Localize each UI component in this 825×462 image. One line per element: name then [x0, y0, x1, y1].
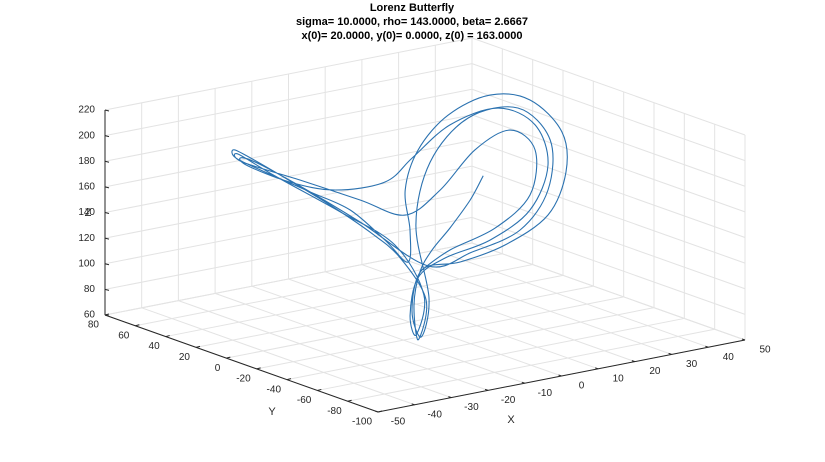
- z-tick-label: 80: [84, 284, 96, 295]
- tick-mark: [104, 212, 110, 214]
- y-tick-label: -80: [327, 406, 342, 417]
- y-axis-label: Y: [268, 406, 276, 418]
- grid-line: [104, 165, 473, 239]
- tick-mark: [104, 237, 110, 240]
- grid-line: [104, 88, 473, 162]
- grid-line: [104, 114, 473, 188]
- z-tick-label: 180: [78, 156, 95, 167]
- axes: [104, 109, 746, 413]
- chart-subtitle: sigma= 10.0000, rho= 143.0000, beta= 2.6…: [296, 16, 528, 28]
- axis-line: [104, 314, 379, 413]
- z-tick-label: 200: [78, 130, 95, 141]
- grid-line: [256, 296, 624, 370]
- grid-line: [325, 271, 599, 370]
- x-tick-label: 40: [723, 352, 735, 363]
- axis-line: [377, 339, 746, 413]
- tick-mark: [104, 263, 110, 266]
- y-tick-label: 40: [149, 341, 161, 352]
- grid-line: [214, 292, 489, 391]
- y-tick-label: -60: [297, 395, 312, 406]
- grid-line: [471, 165, 746, 264]
- grid-line: [104, 63, 473, 137]
- x-tick-label: -50: [391, 417, 406, 428]
- grid-line: [317, 317, 685, 391]
- x-tick-label: 50: [759, 345, 771, 356]
- tick-mark: [104, 288, 110, 291]
- tick-mark: [104, 160, 110, 163]
- y-tick-label: -20: [236, 374, 251, 385]
- grid-line: [195, 274, 564, 348]
- x-tick-label: 0: [579, 381, 585, 392]
- y-tick-label: 80: [88, 320, 100, 331]
- grid-line: [471, 191, 746, 290]
- trajectory-line: [231, 93, 568, 341]
- z-tick-label: 60: [84, 310, 96, 321]
- x-tick-label: 20: [649, 366, 661, 377]
- z-axis-label: Z: [85, 207, 92, 219]
- y-tick-label: 20: [179, 352, 191, 363]
- z-tick-label: 140: [78, 207, 95, 218]
- grid-line: [251, 285, 525, 384]
- grid-line: [471, 140, 746, 238]
- grid-line: [471, 63, 746, 162]
- grid-line: [398, 256, 672, 355]
- grid-line: [347, 328, 715, 402]
- y-tick-label: -100: [352, 417, 372, 428]
- x-tick-label: 10: [613, 373, 625, 384]
- x-tick-label: -10: [538, 388, 553, 399]
- grid-line: [165, 264, 533, 338]
- tick-mark: [104, 135, 110, 138]
- grid-line: [471, 216, 746, 315]
- grid-line: [104, 216, 473, 290]
- grid-line: [471, 242, 746, 341]
- x-axis-label: X: [507, 414, 515, 426]
- tick-mark: [104, 109, 110, 112]
- z-tick-label: 100: [78, 258, 95, 269]
- tick-mark: [104, 186, 110, 189]
- grid-line: [104, 191, 473, 265]
- y-tick-label: 60: [118, 330, 130, 341]
- chart-subtitle: x(0)= 20.0000, y(0)= 0.0000, z(0) = 163.…: [301, 30, 522, 42]
- grid-line: [361, 264, 636, 363]
- grid-line: [226, 285, 594, 359]
- grid-line: [104, 37, 473, 111]
- grid-line: [435, 249, 709, 348]
- plot-area: [231, 93, 568, 341]
- z-tick-label: 160: [78, 182, 95, 193]
- y-tick-label: 0: [215, 363, 221, 374]
- chart-title: Lorenz Butterfly: [370, 2, 455, 14]
- x-tick-label: -20: [501, 395, 516, 406]
- grid-line: [141, 307, 415, 406]
- y-tick-label: -40: [267, 384, 282, 395]
- z-tick-label: 120: [78, 233, 95, 244]
- z-tick-label: 220: [78, 105, 95, 116]
- grid-line: [286, 307, 655, 381]
- x-tick-label: -40: [427, 409, 442, 420]
- x-tick-label: 30: [686, 359, 698, 370]
- x-tick-label: -30: [464, 402, 479, 413]
- grid-line: [178, 300, 452, 399]
- grid-line: [135, 253, 503, 327]
- grid-line: [471, 88, 746, 187]
- grid-line: [471, 37, 746, 136]
